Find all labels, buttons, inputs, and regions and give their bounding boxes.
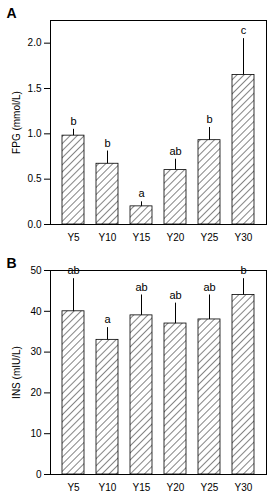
svg-text:Y20: Y20 xyxy=(167,482,185,493)
svg-text:Y25: Y25 xyxy=(201,482,219,493)
svg-text:b: b xyxy=(206,113,212,125)
svg-text:Y10: Y10 xyxy=(99,232,117,243)
svg-text:Y15: Y15 xyxy=(133,482,151,493)
svg-text:50: 50 xyxy=(30,265,42,276)
svg-text:Y20: Y20 xyxy=(167,232,185,243)
svg-text:Y15: Y15 xyxy=(133,232,151,243)
svg-text:ab: ab xyxy=(135,281,147,293)
svg-text:40: 40 xyxy=(30,306,42,317)
svg-text:a: a xyxy=(138,187,145,199)
svg-text:20: 20 xyxy=(30,387,42,398)
svg-text:c: c xyxy=(241,24,247,36)
svg-text:0.0: 0.0 xyxy=(28,219,42,230)
svg-text:Y5: Y5 xyxy=(67,482,80,493)
svg-text:a: a xyxy=(104,313,111,325)
svg-text:30: 30 xyxy=(30,346,42,357)
svg-text:ab: ab xyxy=(169,145,181,157)
svg-text:b: b xyxy=(240,264,247,277)
svg-text:B: B xyxy=(7,255,17,271)
svg-text:b: b xyxy=(70,115,76,127)
svg-text:ab: ab xyxy=(169,289,181,301)
svg-text:0.5: 0.5 xyxy=(28,173,42,184)
svg-text:INS (mIU/L): INS (mIU/L) xyxy=(11,346,22,399)
svg-text:1.0: 1.0 xyxy=(28,128,42,139)
svg-text:A: A xyxy=(7,5,17,21)
svg-text:b: b xyxy=(104,137,110,149)
svg-text:ab: ab xyxy=(67,264,80,277)
svg-text:Y5: Y5 xyxy=(67,232,80,243)
svg-text:0: 0 xyxy=(36,469,42,480)
svg-text:1.5: 1.5 xyxy=(28,83,42,94)
svg-text:Y25: Y25 xyxy=(201,232,219,243)
svg-text:Y30: Y30 xyxy=(235,232,253,243)
svg-text:ab: ab xyxy=(203,281,215,293)
svg-text:Y30: Y30 xyxy=(235,482,253,493)
svg-text:Y10: Y10 xyxy=(99,482,117,493)
svg-text:10: 10 xyxy=(30,428,42,439)
svg-text:FPG (mmol/L): FPG (mmol/L) xyxy=(11,91,22,154)
svg-text:2.0: 2.0 xyxy=(28,37,42,48)
